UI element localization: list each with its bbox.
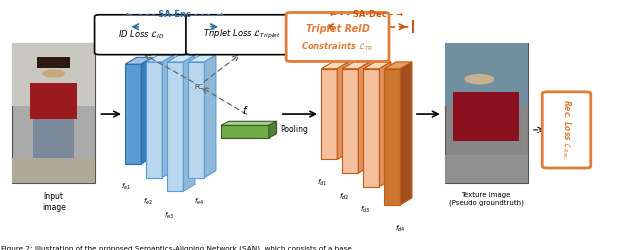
Polygon shape [163,55,173,178]
Text: $\mathit{f_{e1}}$: $\mathit{f_{e1}}$ [122,182,132,192]
Polygon shape [168,55,195,62]
Text: Triplet ReID: Triplet ReID [305,24,369,34]
Polygon shape [221,126,269,138]
FancyBboxPatch shape [542,92,591,168]
Polygon shape [183,55,195,191]
Polygon shape [147,55,173,62]
Polygon shape [385,69,401,205]
Polygon shape [380,62,391,186]
Bar [445,43,527,183]
Text: $\mathit{f}$: $\mathit{f}$ [242,104,248,116]
Bar [31,84,77,118]
Text: Figure 2: Illustration of the proposed Semantics-Aligning Network (SAN), which c: Figure 2: Illustration of the proposed S… [1,246,351,250]
Bar [445,155,527,183]
Polygon shape [188,55,216,62]
Bar [37,57,70,68]
Polygon shape [364,62,391,69]
Polygon shape [125,64,141,164]
Polygon shape [321,62,349,69]
Circle shape [465,74,494,85]
Text: Constraints $\mathcal{L}_{TR}$: Constraints $\mathcal{L}_{TR}$ [301,41,374,53]
Polygon shape [337,62,349,160]
Bar [12,43,95,183]
Polygon shape [141,57,153,164]
Polygon shape [364,69,380,186]
Polygon shape [401,62,412,205]
Polygon shape [385,62,412,69]
Text: Input
image: Input image [42,192,66,212]
Text: ID Loss $\mathcal{L}_{ID}$: ID Loss $\mathcal{L}_{ID}$ [118,28,164,41]
Text: $\mathit{f_{e2}}$: $\mathit{f_{e2}}$ [143,197,152,207]
Text: $\mathit{f_{d4}}$: $\mathit{f_{d4}}$ [395,223,405,234]
Bar [445,43,527,106]
Text: Rec. Loss $\mathcal{L}_{Rec.}$: Rec. Loss $\mathcal{L}_{Rec.}$ [560,99,573,160]
Polygon shape [221,121,276,126]
Polygon shape [188,62,204,178]
Bar [453,92,519,141]
Polygon shape [204,55,216,178]
Text: ← - - SA-Dec - →: ← - - SA-Dec - → [330,10,403,19]
FancyBboxPatch shape [186,15,298,55]
Text: Triplet Loss $\mathcal{L}_{Triplet}$: Triplet Loss $\mathcal{L}_{Triplet}$ [204,28,281,41]
Circle shape [42,70,65,78]
Text: $\mathit{f_{e4}}$: $\mathit{f_{e4}}$ [193,197,204,207]
Polygon shape [342,69,358,173]
Polygon shape [358,62,370,173]
Text: FC: FC [195,84,203,90]
Text: Pooling: Pooling [280,125,308,134]
Text: $\mathit{f_{d3}}$: $\mathit{f_{d3}}$ [360,205,370,216]
Text: Texture image
(Pseudo groundtruth): Texture image (Pseudo groundtruth) [449,192,524,206]
Text: $\mathit{f_{d1}}$: $\mathit{f_{d1}}$ [317,178,328,188]
Bar [12,158,95,183]
Polygon shape [321,69,337,160]
Text: $\mathit{f_{d2}}$: $\mathit{f_{d2}}$ [339,192,349,202]
Bar [33,118,74,158]
Text: $\mathit{f_{e3}}$: $\mathit{f_{e3}}$ [164,210,173,220]
Bar [12,43,95,106]
FancyBboxPatch shape [286,12,389,62]
Polygon shape [269,121,276,138]
FancyBboxPatch shape [95,15,188,55]
Polygon shape [125,57,153,64]
Polygon shape [342,62,370,69]
Polygon shape [147,62,163,178]
Text: ←  - - - SA-Enc - - -  →: ← - - - SA-Enc - - - → [126,10,223,19]
Polygon shape [168,62,183,191]
